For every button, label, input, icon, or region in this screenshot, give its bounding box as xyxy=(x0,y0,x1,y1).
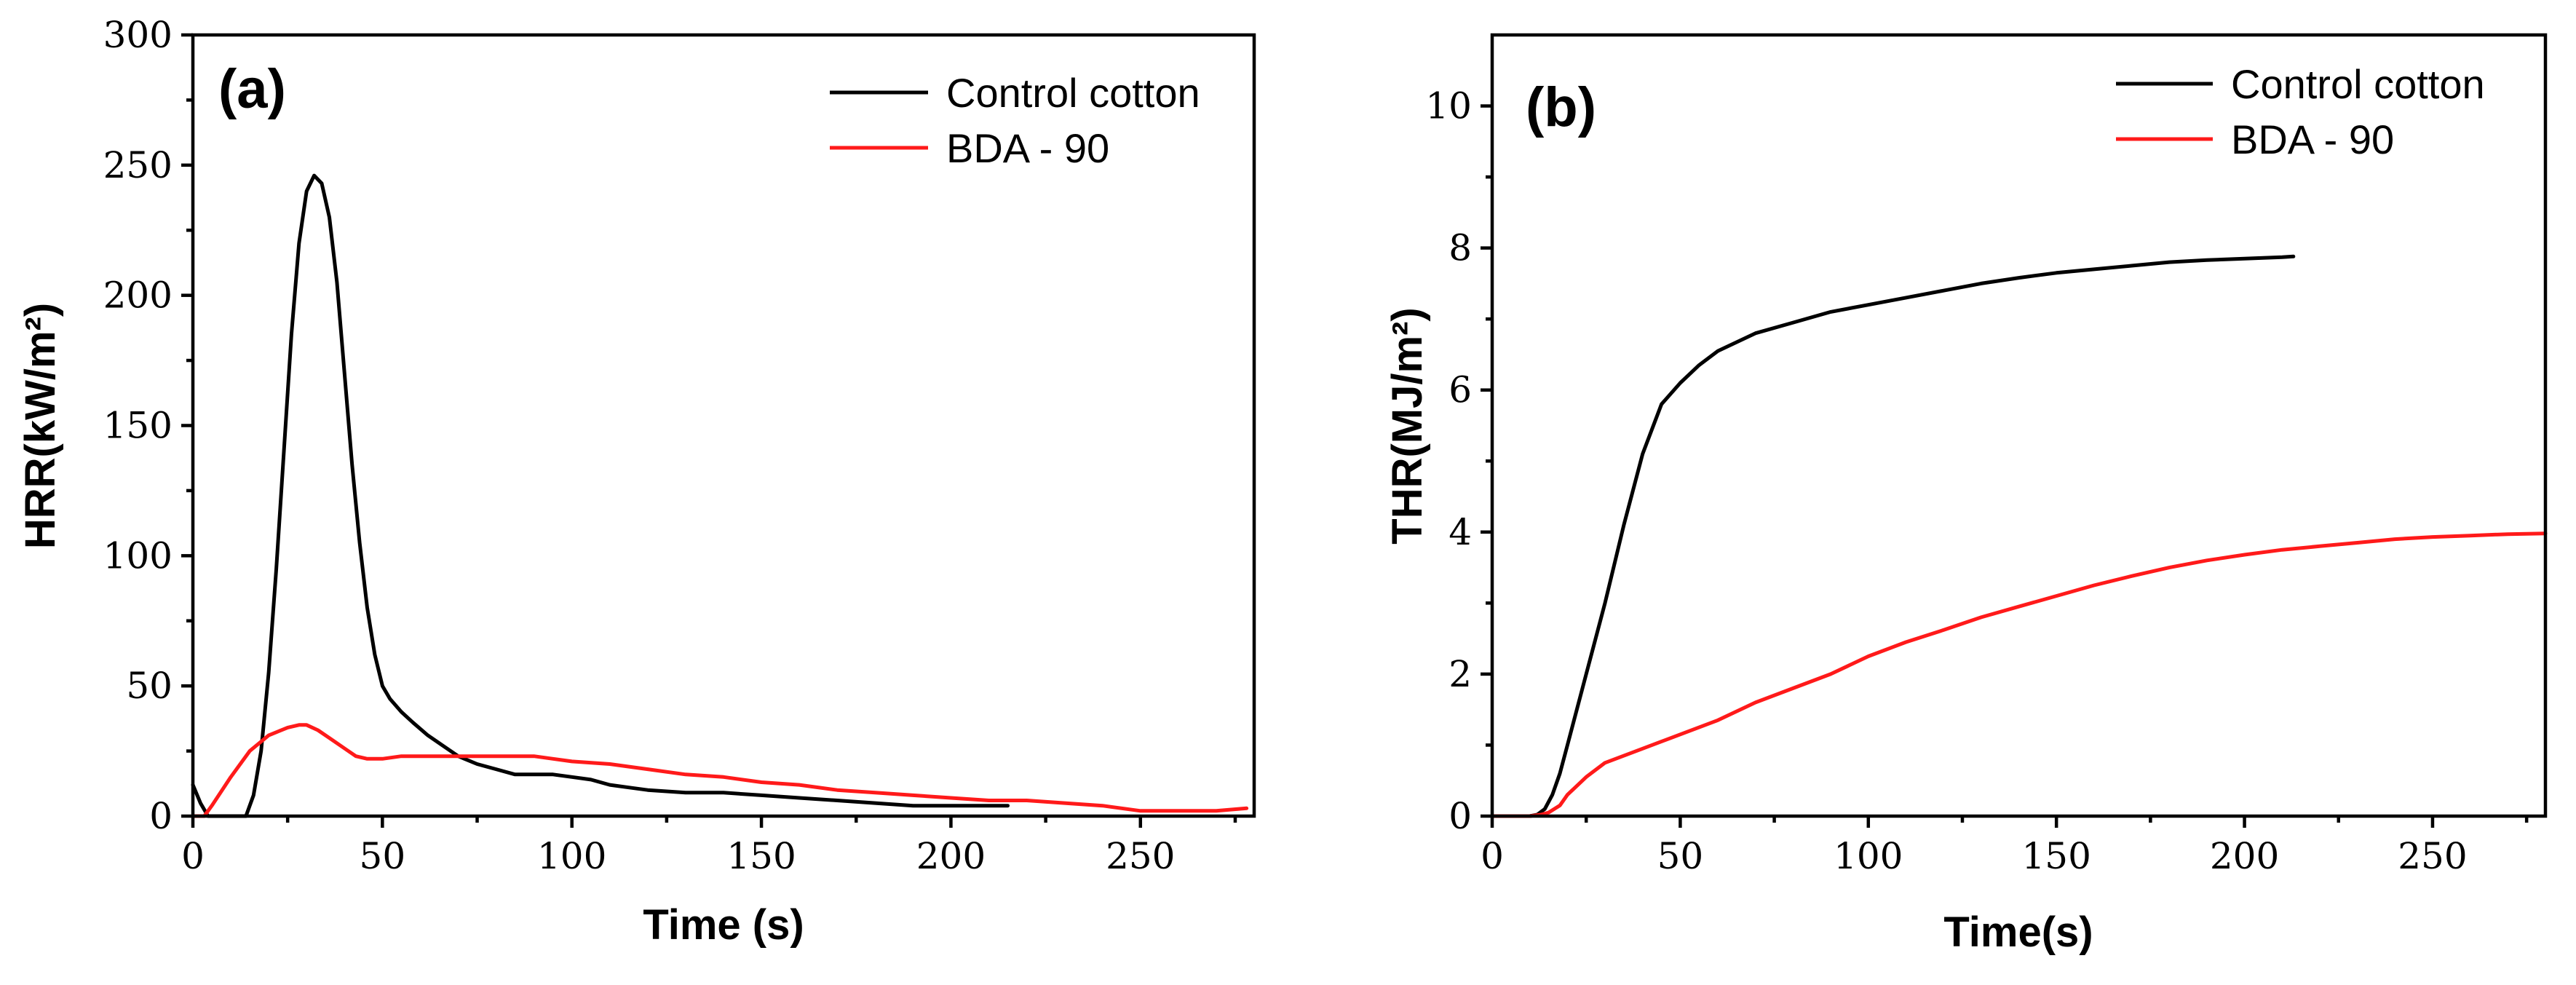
x-tick-label-b-250: 250 xyxy=(2398,835,2467,877)
panel-label-a: (a) xyxy=(218,58,286,120)
y-tick-label-b-0: 0 xyxy=(1448,795,1472,837)
y-tick-label-a-50: 50 xyxy=(126,665,173,707)
y-tick-label-b-2: 2 xyxy=(1448,653,1472,695)
legend-label-b-1: BDA - 90 xyxy=(2231,116,2394,162)
x-axis-title-b: Time(s) xyxy=(1943,909,2093,956)
x-tick-label-a-100: 100 xyxy=(537,835,606,877)
y-tick-label-b-4: 4 xyxy=(1448,511,1472,553)
legend-label-b-0: Control cotton xyxy=(2231,61,2485,107)
y-tick-label-b-10: 10 xyxy=(1425,85,1472,127)
y-tick-label-a-200: 200 xyxy=(103,274,173,317)
x-tick-label-a-50: 50 xyxy=(360,835,406,877)
legend-b: Control cotton BDA - 90 xyxy=(2116,61,2485,162)
y-tick-label-a-0: 0 xyxy=(149,795,173,837)
x-tick-label-b-100: 100 xyxy=(1834,835,1903,877)
chart-a: 0 50 100 150 200 250 0 50 100 150 200 250 300 Time (s… xyxy=(17,14,1256,949)
series-line-b-bda-90 xyxy=(1490,531,2548,818)
y-tick-label-a-150: 150 xyxy=(103,405,173,447)
x-tick-label-b-150: 150 xyxy=(2021,835,2090,877)
legend-label-a-1: BDA - 90 xyxy=(946,125,1109,171)
x-tick-label-a-150: 150 xyxy=(726,835,796,877)
plot-frame-b xyxy=(1490,33,2548,818)
y-tick-label-a-300: 300 xyxy=(103,14,173,56)
series-line-a-control-cotton xyxy=(191,173,1010,818)
y-axis-title-a: HRR(kW/m²) xyxy=(17,303,64,549)
x-tick-label-b-0: 0 xyxy=(1481,835,1504,877)
x-tick-label-a-250: 250 xyxy=(1106,835,1175,877)
x-tick-label-b-50: 50 xyxy=(1657,835,1704,877)
x-tick-label-b-200: 200 xyxy=(2210,835,2279,877)
legend-a: Control cotton BDA - 90 xyxy=(830,70,1200,171)
x-axis-title-a: Time (s) xyxy=(643,901,804,949)
y-tick-label-b-6: 6 xyxy=(1448,369,1472,411)
panel-label-b: (b) xyxy=(1526,76,1596,138)
x-tick-label-a-0: 0 xyxy=(181,835,205,877)
y-tick-label-a-100: 100 xyxy=(103,534,173,577)
legend-label-a-0: Control cotton xyxy=(946,70,1200,116)
y-tick-label-b-8: 8 xyxy=(1448,227,1472,269)
series-line-a-bda-90 xyxy=(191,723,1249,818)
y-tick-label-a-250: 250 xyxy=(103,144,173,186)
y-axis-title-b: THR(MJ/m²) xyxy=(1384,307,1431,544)
series-line-b-control-cotton xyxy=(1490,254,2296,818)
x-tick-label-a-200: 200 xyxy=(916,835,986,877)
chart-b: 0 50 100 150 200 250 0 2 4 6 8 10 Time(s) THR(MJ/m²) (… xyxy=(1384,33,2548,956)
